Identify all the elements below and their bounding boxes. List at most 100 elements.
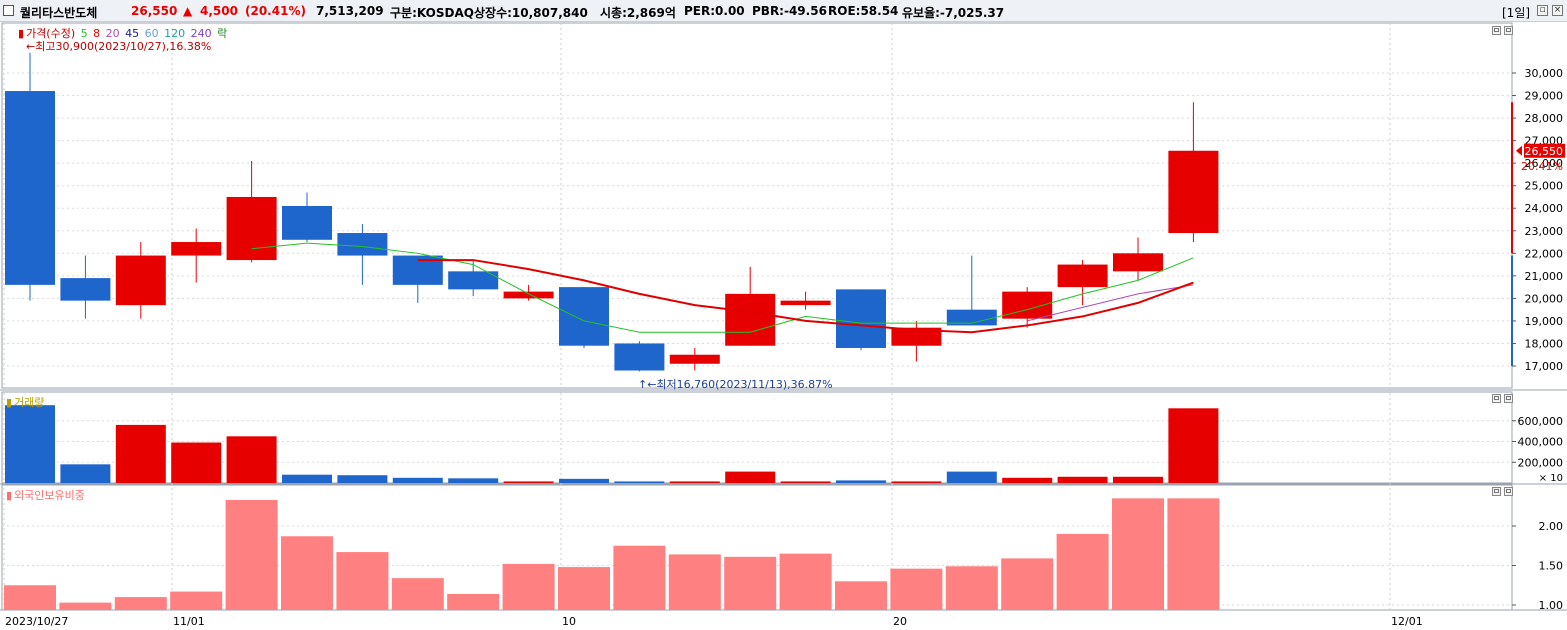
- volume-bar: [1113, 476, 1163, 483]
- foreign-bar: [613, 545, 666, 610]
- ma5-line: [251, 242, 1194, 333]
- ma8-legend: 8: [93, 27, 101, 40]
- foreign-bar: [890, 568, 943, 610]
- low-note: ↑←최저16,760(2023/11/13),36.87%: [638, 378, 833, 391]
- candle-up: [171, 242, 222, 256]
- foreign-bar: [835, 581, 887, 610]
- ma5-legend: 5: [80, 27, 88, 40]
- volume-bar: [5, 405, 55, 483]
- foreign-tick-label: 1.50: [1539, 560, 1564, 573]
- foreign-bar: [1112, 498, 1164, 610]
- candle-down: [946, 309, 997, 326]
- foreign-bar: [558, 567, 610, 610]
- volume-panel-close-icon[interactable]: [1504, 394, 1513, 403]
- current-pct-label: 20.41%: [1521, 160, 1563, 173]
- price-tick-label: 21,000: [1525, 270, 1564, 283]
- market-cap: 시총:2,869억: [600, 6, 676, 20]
- foreign-bar: [447, 593, 500, 610]
- volume-panel-maximize-icon[interactable]: [1492, 394, 1501, 403]
- volume-value: 7,513,209: [316, 4, 384, 18]
- price-change-pct: (20.41%): [245, 4, 306, 18]
- price-legend: ▮ 가격(수정) 5 8 20 45 60 120 240 락: [18, 27, 228, 40]
- foreign-bar: [114, 597, 167, 610]
- current-price-label: 26,550: [1525, 145, 1564, 158]
- candle-down: [5, 91, 55, 285]
- candle-up: [115, 255, 166, 306]
- foreign-legend: ▮ 외국인보유비중: [6, 489, 85, 502]
- volume-bar: [115, 424, 166, 483]
- candle-up: [503, 291, 554, 299]
- date-axis-label: 20: [893, 615, 907, 628]
- volume-bar: [614, 481, 665, 483]
- volume-bar: [891, 481, 942, 483]
- volume-bar: [226, 436, 277, 483]
- volume-bar: [725, 471, 776, 483]
- foreign-bar: [1167, 498, 1220, 610]
- current-price-pointer-icon: [1516, 145, 1522, 156]
- foreign-bar: [502, 563, 555, 610]
- market-type: 구분:KOSDAQ: [390, 6, 474, 20]
- volume-bar: [1002, 477, 1053, 483]
- date-axis-label: 12/01: [1391, 615, 1423, 628]
- price-tick-label: 22,000: [1525, 247, 1564, 260]
- price-tick-label: 29,000: [1525, 90, 1564, 103]
- price-panel-close-icon[interactable]: [1504, 26, 1513, 35]
- price-tick-label: 30,000: [1525, 67, 1564, 80]
- foreign-bar: [281, 536, 333, 610]
- foreign-panel-maximize-icon[interactable]: [1492, 487, 1501, 496]
- per-value: PER:0.00: [684, 4, 745, 18]
- foreign-panel-close-icon[interactable]: [1504, 487, 1513, 496]
- current-price: 26,550: [131, 4, 178, 18]
- foreign-legend-label: 외국인보유비중: [14, 489, 85, 502]
- high-note: ←최고30,900(2023/10/27),16.38%: [26, 40, 212, 53]
- candle-down: [448, 271, 499, 290]
- ma60-legend: 60: [144, 27, 159, 40]
- candle-up: [725, 293, 776, 346]
- date-axis-label: 11/01: [173, 615, 205, 628]
- volume-bar: [780, 481, 831, 483]
- foreign-bar: [336, 552, 389, 610]
- date-axis-label: 2023/10/27: [5, 615, 68, 628]
- price-tick-label: 26,000: [1525, 157, 1564, 170]
- ma240-legend: 240: [190, 27, 212, 40]
- foreign-bar: [4, 585, 56, 610]
- select-checkbox[interactable]: [3, 5, 14, 16]
- pbr-value: PBR:-49.56: [752, 4, 827, 18]
- ma20-line: [1027, 284, 1194, 322]
- volume-bar: [559, 478, 609, 483]
- price-tick-label: 24,000: [1525, 202, 1564, 215]
- volume-tick-label: 400,000: [1518, 436, 1564, 449]
- volume-bar: [669, 481, 720, 483]
- stock-name: 퀄리타스반도체: [20, 6, 98, 20]
- candle-down: [836, 289, 886, 348]
- close-icon[interactable]: ×: [1552, 5, 1563, 16]
- foreign-bar: [391, 578, 444, 610]
- period-selector[interactable]: [1일]: [1502, 6, 1531, 20]
- reserve-ratio: 유보율:-7,025.37: [902, 6, 1005, 20]
- foreign-bar: [724, 556, 777, 610]
- price-panel-maximize-icon[interactable]: [1492, 26, 1501, 35]
- title-bar: 퀄리타스반도체 26,550 ▲ 4,500 (20.41%) 7,513,20…: [0, 0, 1567, 22]
- foreign-bar: [945, 566, 998, 610]
- volume-tick-label: 600,000: [1518, 415, 1564, 428]
- price-change: 4,500: [200, 4, 238, 18]
- volume-bar: [1168, 408, 1219, 483]
- volume-bar: [171, 442, 222, 483]
- candle-up: [1168, 150, 1219, 234]
- stock-chart[interactable]: 30,00029,00028,00027,00026,00025,00024,0…: [0, 22, 1567, 630]
- ex-dividend-legend: 락: [217, 27, 228, 40]
- price-tick-label: 25,000: [1525, 180, 1564, 193]
- volume-bar: [448, 478, 499, 483]
- price-tick-label: 20,000: [1525, 292, 1564, 305]
- price-tick-label: 19,000: [1525, 315, 1564, 328]
- listed-shares: 상장수:10,807,840: [474, 6, 588, 20]
- candle-up: [780, 300, 831, 306]
- ma120-legend: 120: [164, 27, 186, 40]
- current-price-box: [1524, 143, 1565, 158]
- volume-bar: [1057, 476, 1108, 483]
- foreign-bar: [225, 499, 278, 610]
- restore-icon[interactable]: ▫: [1537, 5, 1548, 16]
- volume-bar: [946, 471, 997, 483]
- volume-bar: [392, 477, 443, 483]
- foreign-bar: [1056, 533, 1109, 610]
